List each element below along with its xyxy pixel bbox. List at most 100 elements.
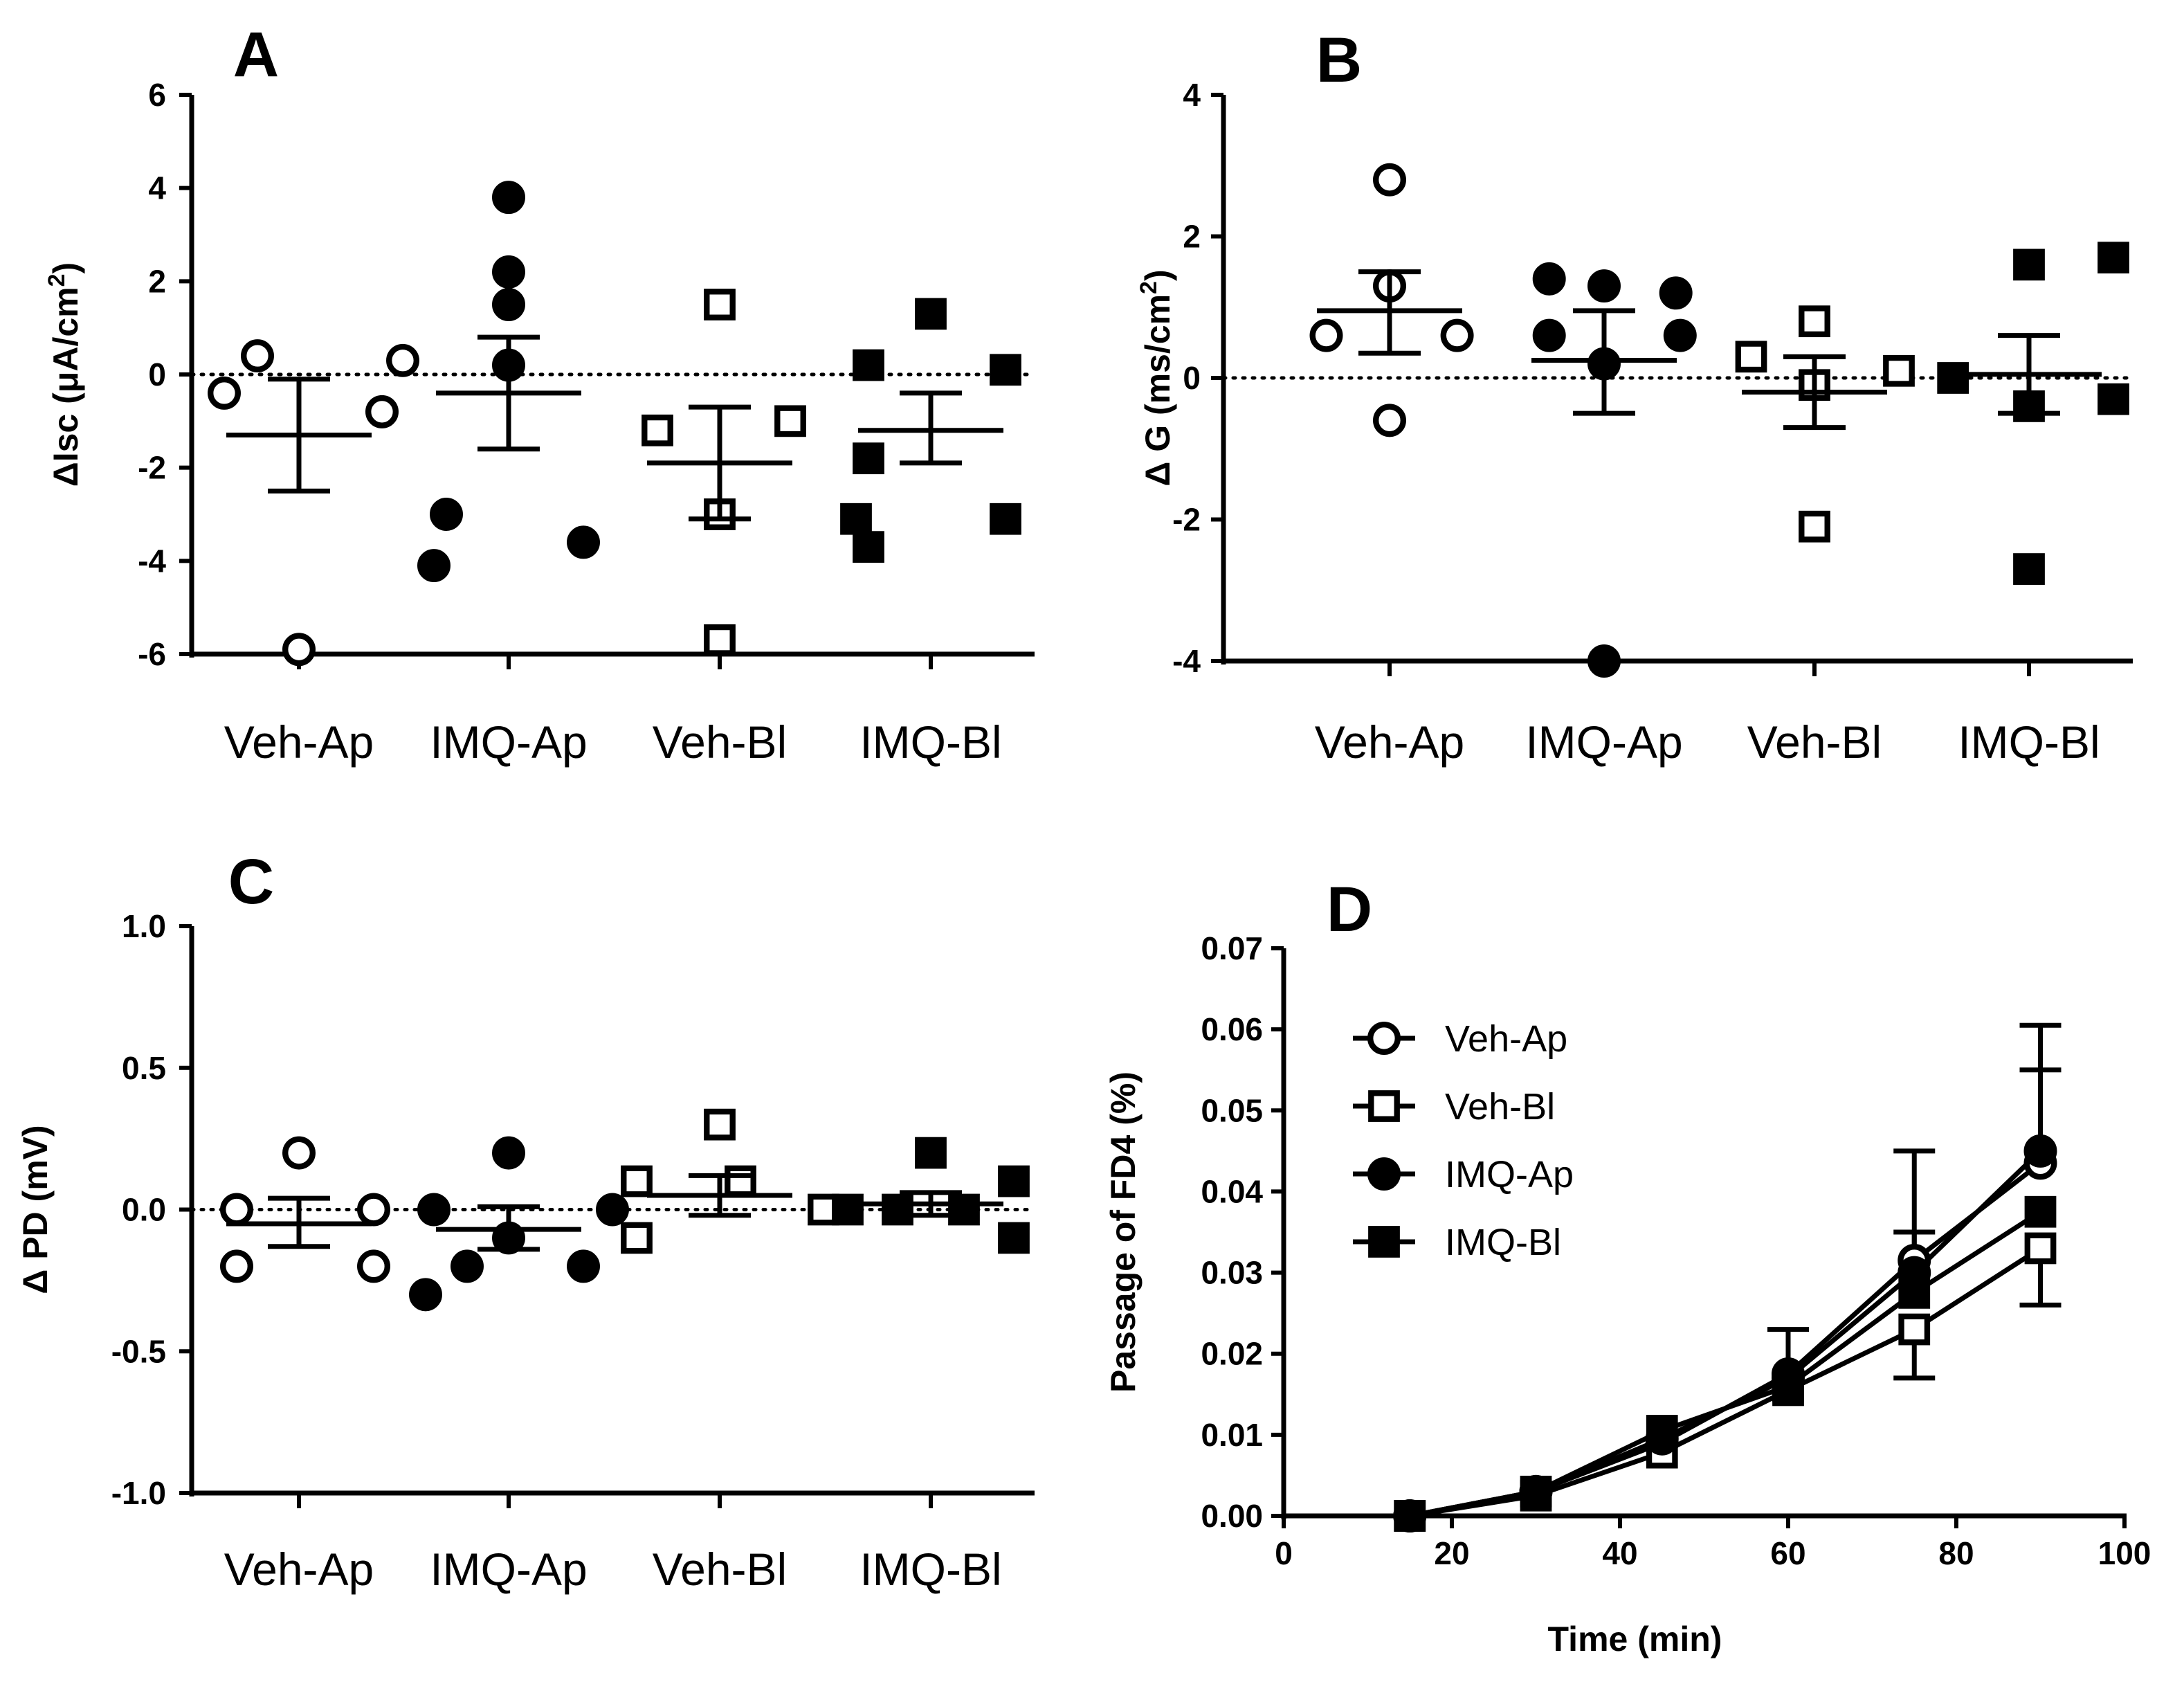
data-point [853,442,884,475]
panel-label: C [228,847,274,917]
x-category-label: Veh-Ap [224,1544,374,1595]
data-point [417,1193,451,1227]
data-point [853,531,884,563]
data-point [1898,1276,1931,1309]
data-point [1440,318,1474,352]
x-category-label: IMQ-Ap [430,1544,587,1595]
x-category-label: IMQ-Bl [1958,716,2100,768]
data-point [990,354,1021,386]
legend-marker [1368,1090,1400,1122]
data-point [492,288,525,321]
data-point [1520,1475,1552,1508]
data-point [1309,318,1343,352]
panel-D: 0.00 0.01 0.02 0.03 0.04 0.05 0.06 0.07 0 20 40 60 8… [1104,874,2151,1658]
y-tick-label: 2 [148,263,166,299]
y-axis-label: Δ G (ms/cm2) [1136,269,1177,486]
data-point [1532,318,1566,352]
series-line [1409,1149,2042,1519]
y-tick-label: 0 [1183,360,1201,396]
data-point [948,1193,980,1226]
y-tick-label: 0.0 [122,1192,166,1228]
data-point [451,1249,484,1283]
legend-label: Veh-Bl [1445,1086,1555,1128]
y-tick-label: -6 [138,636,166,672]
y-tick-label: 0.06 [1201,1011,1263,1047]
y-tick-label: 0.07 [1201,930,1263,966]
group-Veh-Ap [220,1136,390,1283]
x-tick-label: 80 [1938,1535,1974,1571]
data-point [241,339,274,373]
data-point [704,624,736,656]
data-point [1772,1370,1804,1402]
y-tick-label: -4 [1172,643,1201,679]
group-Veh-Bl [1735,305,1915,543]
data-point [1799,510,1830,543]
y-tick-label: 0.00 [1201,1498,1263,1534]
y-tick-label: -2 [138,450,166,486]
data-point [882,1193,913,1226]
data-point [725,1165,756,1197]
series-IMQ-Bl [1394,1195,2057,1532]
data-point [365,395,399,428]
group-Veh-Ap [208,339,419,667]
x-category-label: Veh-Ap [224,716,374,768]
data-point [915,298,947,330]
data-point [282,1136,316,1170]
x-category-label: IMQ-Ap [430,716,587,768]
legend-label: Veh-Ap [1445,1018,1567,1060]
data-point [220,1193,253,1227]
data-point [492,255,525,289]
group-IMQ-Bl [832,1137,1030,1254]
y-tick-label: -2 [1172,502,1201,538]
series-Veh-Ap [1393,1146,2057,1532]
series-line [1409,1209,2042,1519]
y-tick-label: 6 [148,77,166,113]
series-line [1409,1246,2042,1519]
x-category-label: IMQ-Ap [1525,716,1682,768]
data-point [998,1222,1030,1254]
data-point [386,343,419,377]
group-IMQ-Bl [1937,242,2129,585]
group-Veh-Bl [621,1108,839,1254]
data-point [1373,404,1406,437]
data-point [430,498,463,531]
data-point [567,525,600,559]
x-category-label: Veh-Ap [1315,716,1465,768]
data-point [208,376,241,410]
x-category-label: IMQ-Bl [859,716,1001,768]
y-tick-label: -4 [138,543,166,579]
y-tick-label: 1.0 [122,908,166,944]
y-tick-label: 0 [148,356,166,392]
data-point [1663,318,1697,352]
data-point [492,181,525,215]
series-Veh-Bl [1394,1232,2057,1532]
legend-label: IMQ-Bl [1445,1222,1561,1263]
data-point [492,1136,525,1170]
x-category-label: IMQ-Bl [859,1544,1001,1595]
data-point [2024,1232,2057,1265]
series-IMQ-Ap [1393,1134,2057,1532]
data-point [1532,262,1566,296]
panel-label: D [1327,874,1372,945]
data-point [2013,248,2045,281]
data-point [357,1193,390,1227]
y-axis-label: ΔIsc (μA/cm2) [44,262,85,487]
x-tick-label: 0 [1275,1535,1293,1571]
y-tick-label: -1.0 [111,1475,166,1511]
data-point [704,1108,736,1141]
data-point [641,414,673,446]
x-axis-label: Time (min) [1548,1620,1722,1658]
panel-label: B [1316,25,1362,96]
panel-B: 4 2 0 -2 -4 Veh-Ap IMQ-Ap Veh-Bl IMQ-Bl Δ G (ms/c… [1136,25,2135,768]
data-point [1898,1313,1931,1346]
data-point [357,1249,390,1283]
data-point [621,1222,653,1254]
data-point [2097,383,2129,415]
x-category-label: Veh-Bl [1747,716,1882,768]
x-tick-label: 20 [1434,1535,1469,1571]
panel-label: A [233,19,279,90]
group-Veh-Ap [1309,163,1474,437]
data-point [2024,1195,2057,1228]
y-tick-label: 2 [1183,219,1201,255]
